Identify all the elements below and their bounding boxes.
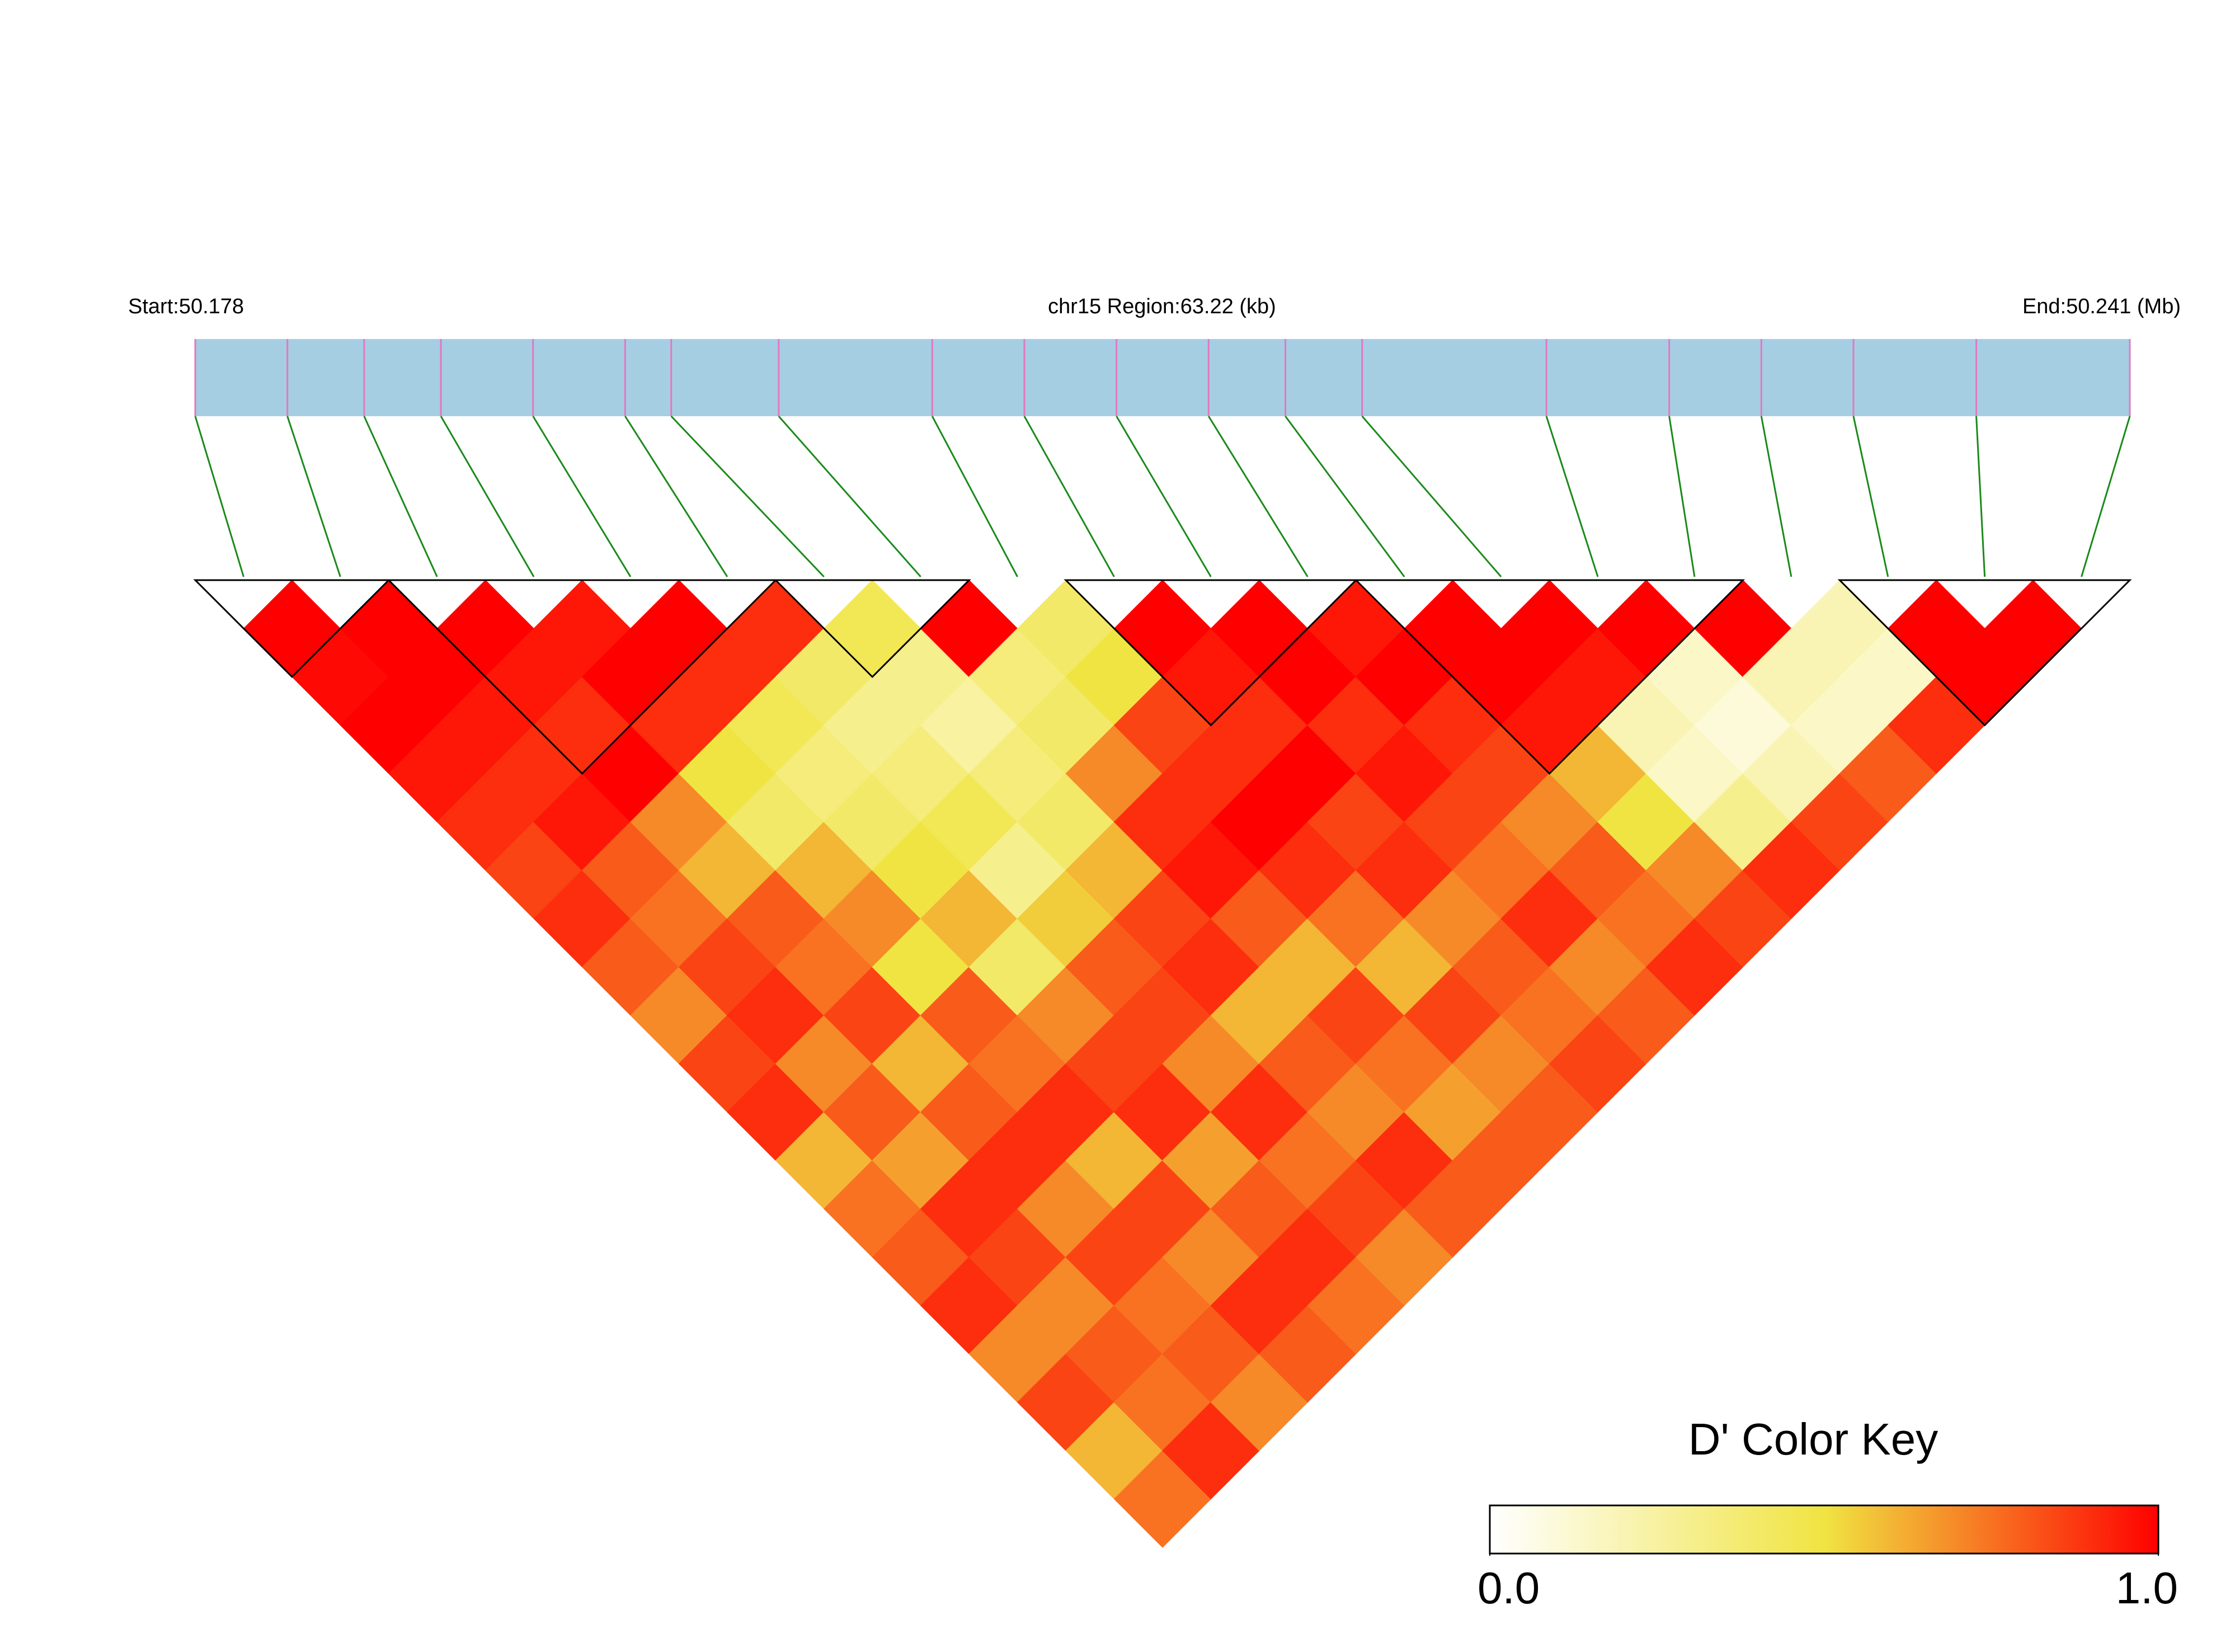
region-label: chr15 Region:63.22 (kb) [1048, 295, 1276, 318]
snp-link [1284, 416, 1405, 577]
snp-link [624, 416, 728, 577]
snp-link [363, 416, 438, 577]
ld-block [1837, 579, 2132, 727]
snp-link [931, 416, 1018, 577]
snp-link [1760, 416, 1792, 577]
snp-link [778, 416, 921, 577]
end-label: End:50.241 (Mb) [2022, 295, 2181, 318]
snp-link [194, 416, 244, 577]
snp-track [195, 339, 2130, 416]
ld-block [1064, 579, 1358, 727]
snp-link [1852, 416, 1889, 577]
ld-block [387, 579, 778, 775]
snp-link [2081, 416, 2131, 577]
snp-link [440, 416, 535, 577]
snp-link [532, 416, 632, 577]
ld-block [773, 579, 971, 679]
snp-link [1116, 416, 1212, 577]
color-key-label: 1.0 [2116, 1563, 2178, 1613]
snp-link [1208, 416, 1309, 577]
color-key-title: D' Color Key [1688, 1414, 1938, 1464]
snp-link [1668, 416, 1696, 577]
snp-link [1975, 416, 1986, 577]
snp-link [1361, 416, 1502, 577]
snp-link [1545, 416, 1599, 577]
ld-block [1354, 579, 1745, 775]
snp-link [1023, 416, 1115, 577]
start-label: Start:50.178 [128, 295, 244, 318]
ld-block [193, 579, 391, 679]
color-key-label: 0.0 [1478, 1563, 1540, 1613]
snp-link [670, 415, 825, 578]
snp-link [286, 416, 341, 577]
color-key [1489, 1504, 2159, 1555]
